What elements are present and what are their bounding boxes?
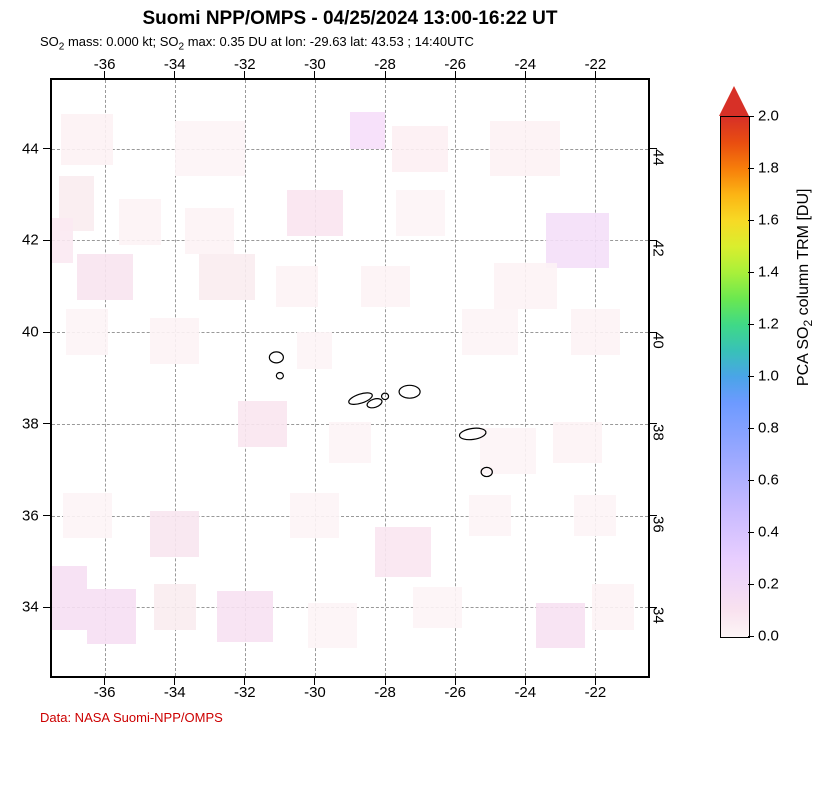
x-tick-label: -26 (444, 56, 466, 73)
tick-mark (43, 515, 50, 516)
tick-mark (43, 240, 50, 241)
colorbar-tick-label: 0.6 (758, 472, 779, 489)
colorbar-tick (748, 272, 754, 273)
x-tick-label: -24 (514, 56, 536, 73)
chart-title: Suomi NPP/OMPS - 04/25/2024 13:00-16:22 … (0, 8, 700, 30)
y-tick-label-right: 34 (650, 607, 667, 624)
x-tick-label: -26 (444, 684, 466, 701)
colorbar-tick-label: 0.2 (758, 576, 779, 593)
colorbar-tick-label: 0.4 (758, 524, 779, 541)
colorbar-gradient (720, 116, 750, 638)
x-tick-label: -22 (585, 56, 607, 73)
tick-mark (43, 423, 50, 424)
x-tick-label: -24 (514, 684, 536, 701)
y-tick-label-right: 42 (650, 240, 667, 257)
x-tick-label: -28 (374, 684, 396, 701)
tick-mark (43, 332, 50, 333)
y-tick-label-left: 38 (22, 415, 39, 432)
colorbar-tick (748, 584, 754, 585)
x-tick-label: -36 (94, 56, 116, 73)
colorbar-tick (748, 376, 754, 377)
colorbar-tick-label: 0.0 (758, 628, 779, 645)
x-tick-label: -22 (585, 684, 607, 701)
data-source-label: Data: NASA Suomi-NPP/OMPS (40, 710, 223, 725)
y-tick-label-right: 40 (650, 332, 667, 349)
x-tick-label: -34 (164, 684, 186, 701)
colorbar-arrow-top (719, 86, 749, 116)
colorbar-tick-label: 1.0 (758, 368, 779, 385)
colorbar-tick (748, 168, 754, 169)
y-tick-label-left: 40 (22, 324, 39, 341)
x-tick-label: -32 (234, 56, 256, 73)
y-tick-label-right: 38 (650, 424, 667, 441)
colorbar-title: PCA SO2 column TRM [DU] (795, 189, 815, 387)
chart-subtitle: SO2 mass: 0.000 kt; SO2 max: 0.35 DU at … (40, 34, 474, 53)
x-tick-label: -28 (374, 56, 396, 73)
colorbar-tick-label: 1.4 (758, 264, 779, 281)
map-plot-area (50, 78, 650, 678)
colorbar-tick (748, 220, 754, 221)
colorbar-tick-label: 0.8 (758, 420, 779, 437)
colorbar-tick-label: 1.6 (758, 212, 779, 229)
colorbar-tick (748, 532, 754, 533)
tick-mark (43, 607, 50, 608)
x-tick-label: -32 (234, 684, 256, 701)
colorbar-tick (748, 116, 754, 117)
x-tick-label: -30 (304, 56, 326, 73)
colorbar-tick-label: 1.8 (758, 160, 779, 177)
x-tick-label: -34 (164, 56, 186, 73)
colorbar-tick (748, 324, 754, 325)
y-tick-label-right: 36 (650, 516, 667, 533)
x-tick-label: -36 (94, 684, 116, 701)
colorbar: 0.0 0.2 0.4 0.6 0.8 1.0 1.2 1.4 1.6 1.8 2.0 PCA SO… (720, 86, 820, 686)
colorbar-tick-label: 1.2 (758, 316, 779, 333)
island-outlines (52, 80, 648, 676)
y-tick-label-left: 42 (22, 232, 39, 249)
colorbar-tick (748, 636, 754, 637)
y-tick-label-left: 34 (22, 599, 39, 616)
colorbar-tick (748, 480, 754, 481)
y-tick-label-left: 36 (22, 507, 39, 524)
tick-mark (43, 148, 50, 149)
y-tick-label-left: 44 (22, 140, 39, 157)
colorbar-tick-label: 2.0 (758, 108, 779, 125)
y-tick-label-right: 44 (650, 149, 667, 166)
colorbar-tick (748, 428, 754, 429)
x-tick-label: -30 (304, 684, 326, 701)
